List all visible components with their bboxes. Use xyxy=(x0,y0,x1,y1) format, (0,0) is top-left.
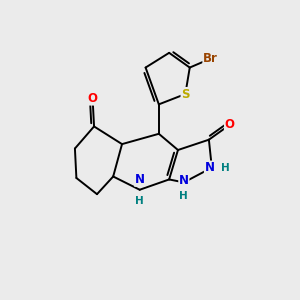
Text: H: H xyxy=(179,190,188,201)
Text: O: O xyxy=(224,118,235,131)
Text: S: S xyxy=(181,88,190,100)
Text: N: N xyxy=(135,173,145,186)
Text: H: H xyxy=(221,163,230,173)
Text: N: N xyxy=(179,173,189,187)
Text: Br: Br xyxy=(203,52,218,65)
Text: N: N xyxy=(205,161,214,174)
Text: O: O xyxy=(88,92,98,105)
Text: H: H xyxy=(135,196,144,206)
